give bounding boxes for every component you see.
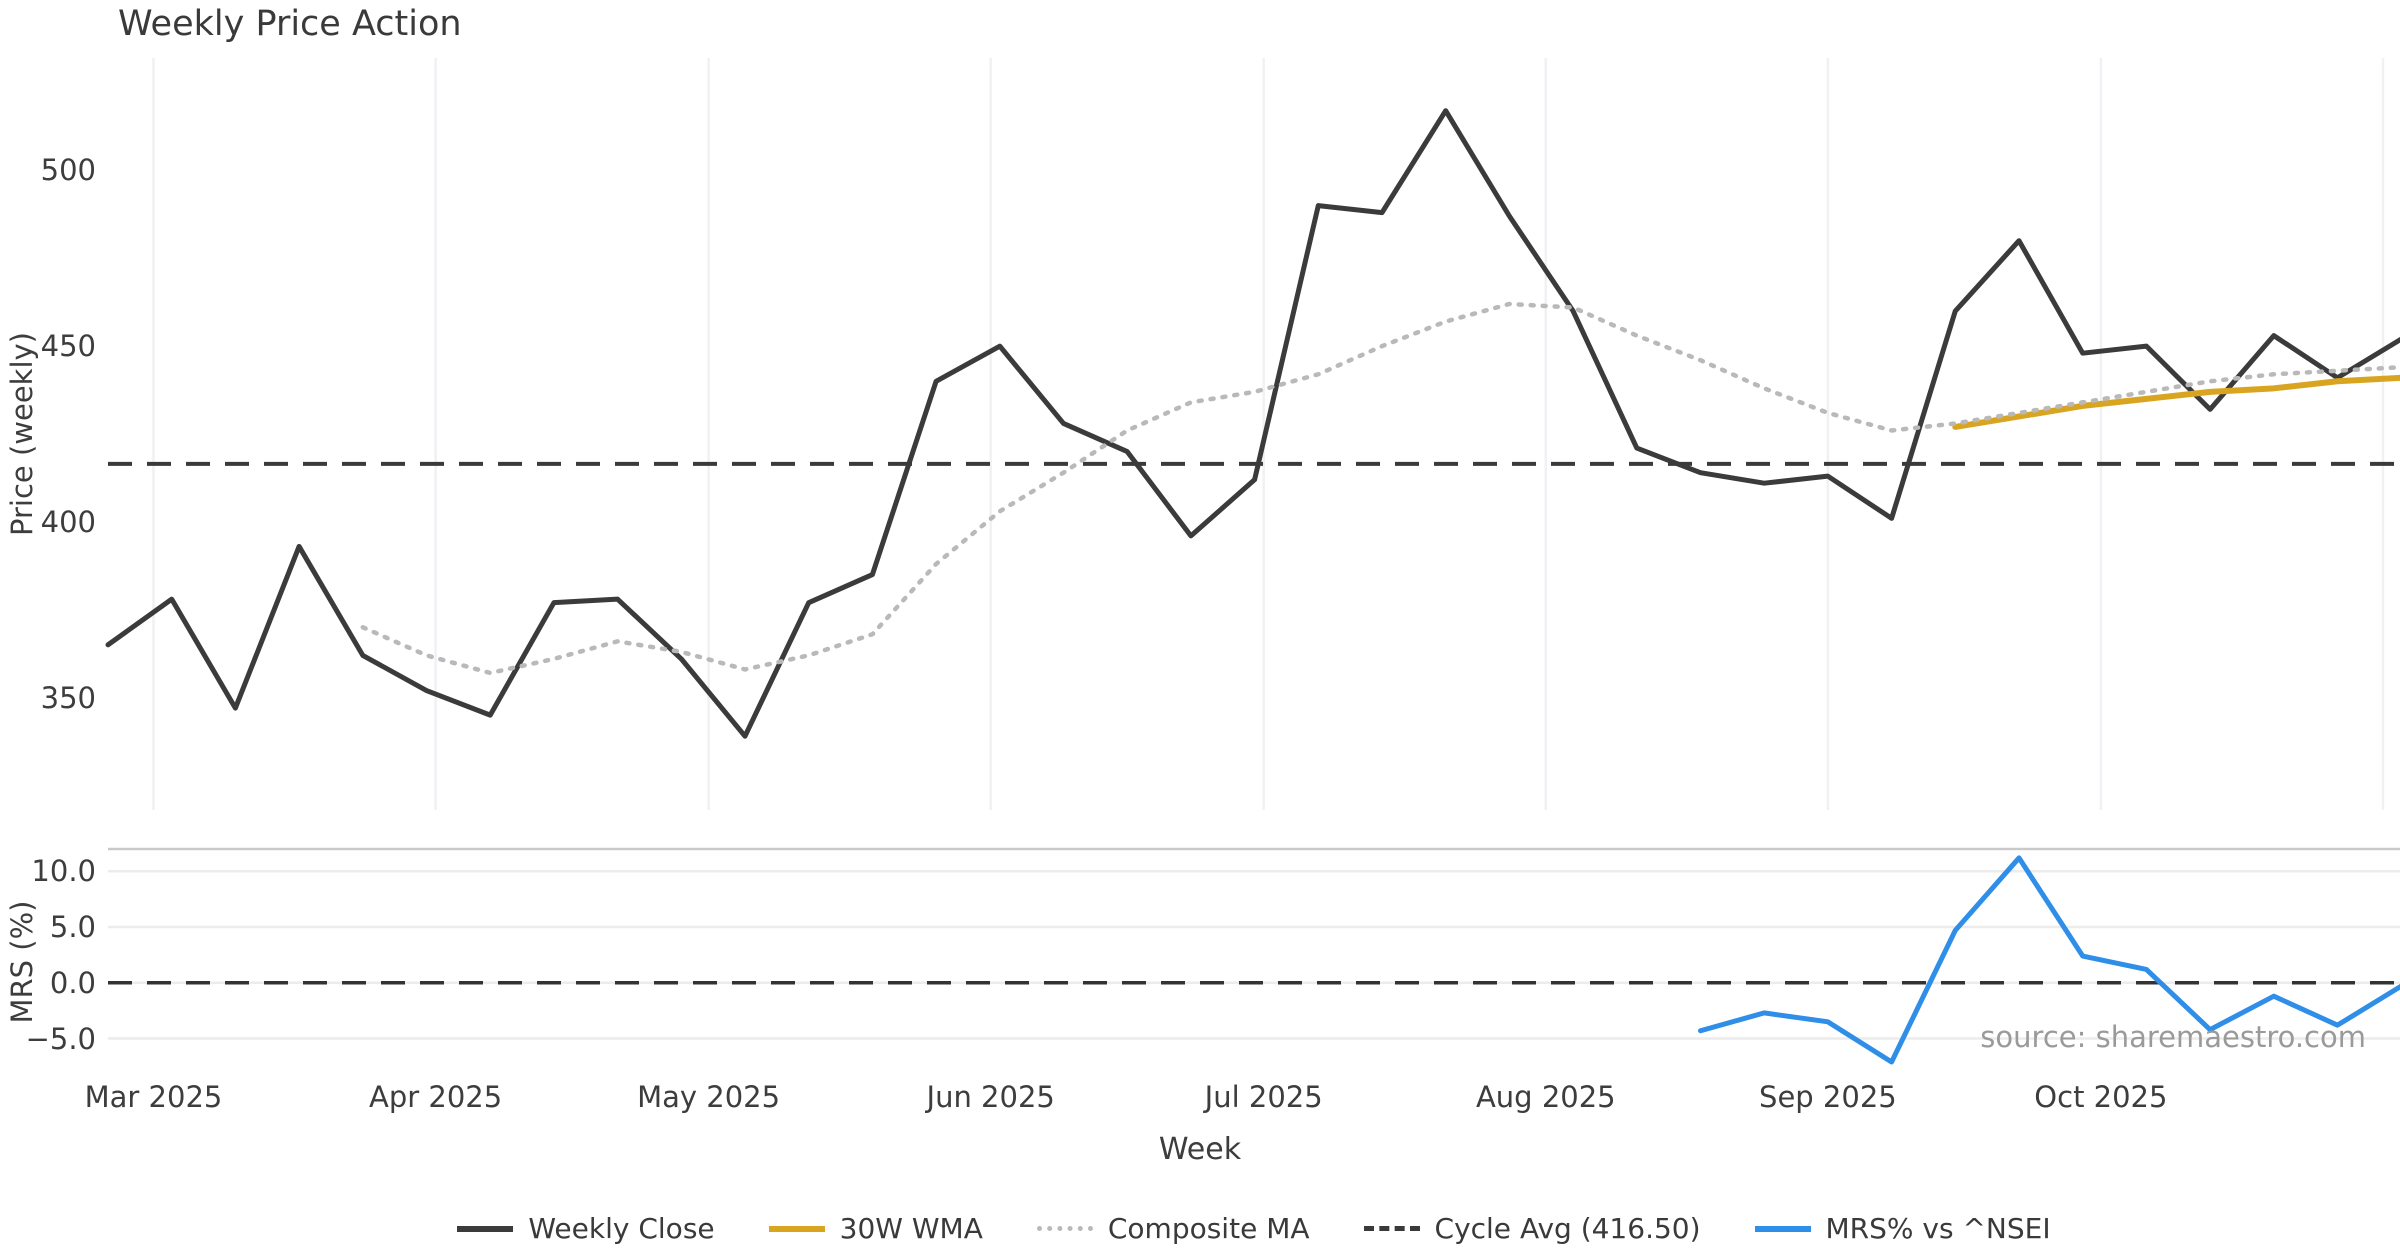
legend-label: MRS% vs ^NSEI [1825, 1212, 2051, 1245]
month-tick-label: Jul 2025 [1204, 1080, 1323, 1114]
x-axis-title: Week [1158, 1132, 1242, 1167]
month-tick-label: Apr 2025 [368, 1080, 503, 1114]
legend-label: Weekly Close [528, 1212, 715, 1245]
source-credit: source: sharemaestro.com [1980, 1020, 2366, 1054]
wma-line-swatch [768, 1225, 825, 1232]
legend-item-weekly-close: Weekly Close [457, 1212, 715, 1245]
month-tick-label: May 2025 [637, 1080, 781, 1114]
month-tick-label: Oct 2025 [2034, 1080, 2168, 1114]
price-tick-label: 350 [40, 680, 96, 715]
mrs-tick-label: 5.0 [49, 910, 96, 945]
series-composite-ma [360, 301, 2400, 676]
chart-legend: Weekly Close 30W WMA Composite MA Cycle … [108, 1212, 2400, 1245]
legend-item-cycle-avg: Cycle Avg (416.50) [1363, 1212, 1701, 1245]
legend-label: 30W WMA [839, 1212, 983, 1245]
legend-label: Cycle Avg (416.50) [1434, 1212, 1701, 1245]
mrs-tick-label: −5.0 [25, 1021, 96, 1056]
composite-ma-line-swatch [1036, 1226, 1093, 1231]
chart-title: Weekly Price Action [118, 4, 462, 44]
month-tick-label: Mar 2025 [84, 1080, 223, 1114]
legend-label: Composite MA [1107, 1212, 1310, 1245]
price-tick-label: 500 [40, 153, 96, 188]
month-tick-label: Sep 2025 [1759, 1080, 1897, 1114]
mrs-tick-label: 0.0 [49, 965, 96, 1000]
legend-item-30w-wma: 30W WMA [768, 1212, 983, 1245]
month-tick-label: Jun 2025 [926, 1080, 1055, 1114]
legend-item-composite-ma: Composite MA [1036, 1212, 1310, 1245]
price-tick-label: 400 [40, 504, 96, 539]
mrs-line-swatch [1754, 1225, 1811, 1232]
legend-item-mrs: MRS% vs ^NSEI [1754, 1212, 2051, 1245]
series-mrs-vs-nsei [1698, 855, 2400, 1065]
series-30w-wma [1952, 374, 2400, 430]
month-tick-label: Aug 2025 [1475, 1080, 1616, 1114]
cycle-avg-line-swatch [1363, 1226, 1420, 1231]
mrs-tick-label: 10.0 [31, 854, 96, 889]
price-tick-label: 450 [40, 329, 96, 364]
series-weekly-close [105, 108, 2400, 739]
weekly-close-line-swatch [457, 1225, 514, 1232]
